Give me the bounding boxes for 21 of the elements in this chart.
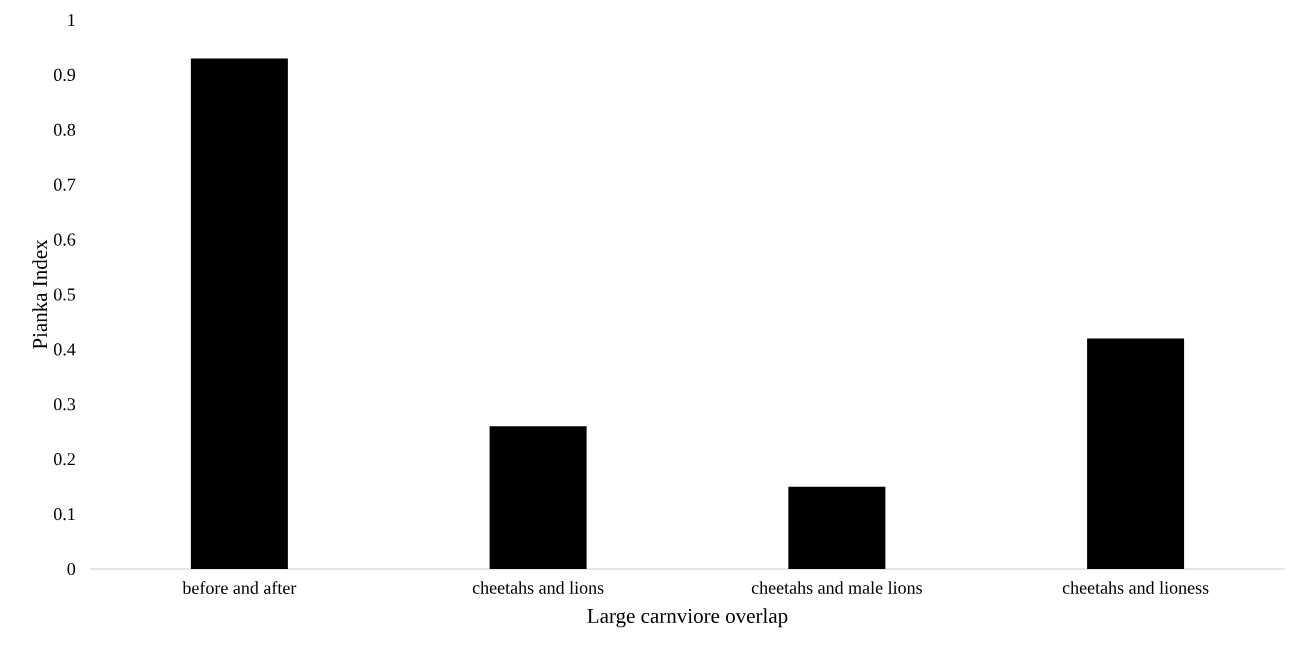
y-tick-label: 0.1 [53, 507, 75, 521]
x-tick-label: before and after [182, 581, 297, 595]
bar [1087, 338, 1185, 569]
y-tick-label: 0.6 [53, 233, 76, 246]
x-tick-label: cheetahs and male lions [751, 581, 922, 594]
bar [190, 58, 288, 569]
y-tick-label: 0.2 [53, 453, 75, 466]
y-tick-label: 0.7 [53, 178, 76, 191]
x-tick-label: cheetahs and lions [472, 581, 604, 594]
x-axis-title: Large carnviore overlap [587, 608, 788, 628]
bar [788, 486, 886, 569]
x-tick-label: cheetahs and lioness [1062, 581, 1209, 594]
y-tick-label: 0 [67, 562, 76, 576]
y-tick-label: 0.8 [53, 123, 76, 136]
y-tick-label: 0.9 [53, 68, 76, 82]
y-tick-label: 1 [68, 14, 75, 26]
y-axis-title: Pianka Index [32, 239, 48, 349]
y-tick-label: 0.3 [53, 398, 76, 411]
y-tick-label: 0.5 [53, 288, 76, 301]
y-tick-label: 0.4 [53, 343, 76, 356]
bar [489, 426, 587, 569]
